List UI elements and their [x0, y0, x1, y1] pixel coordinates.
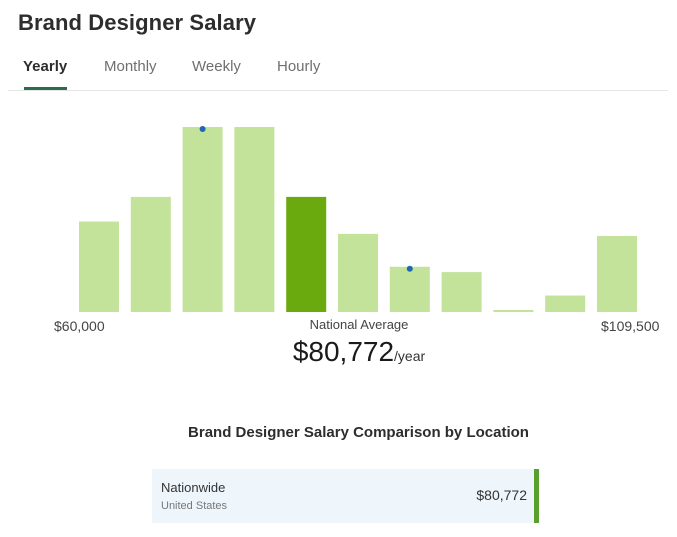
average-unit: /year: [394, 348, 426, 364]
histogram-bar: [597, 235, 637, 312]
location-name: Nationwide: [161, 480, 226, 495]
histogram-bar: [389, 266, 430, 312]
histogram-bar: [338, 233, 378, 312]
active-tab-indicator: [24, 87, 67, 90]
histogram-bar: [545, 295, 586, 312]
comparison-title: Brand Designer Salary Comparison by Loca…: [188, 424, 529, 441]
tab-weekly[interactable]: Weekly: [192, 58, 241, 75]
histogram-bar: [441, 272, 482, 312]
tab-yearly[interactable]: Yearly: [23, 58, 68, 75]
location-card-nationwide[interactable]: Nationwide United States $80,772: [152, 469, 539, 523]
histogram-bar: [234, 127, 275, 312]
pay-period-tabs: Yearly Monthly Weekly Hourly: [8, 50, 668, 91]
location-country: United States: [161, 500, 228, 512]
axis-max-label: $109,500: [601, 318, 660, 334]
histogram-bar: [493, 309, 534, 312]
tab-hourly[interactable]: Hourly: [277, 58, 321, 75]
average-amount: $80,772: [292, 336, 395, 367]
histogram-bar: [79, 221, 119, 312]
axis-min-label: $60,000: [54, 318, 105, 334]
page-title: Brand Designer Salary: [18, 10, 257, 35]
salary-histogram: [79, 126, 637, 312]
histogram-marker: [406, 265, 413, 272]
histogram-bar-average: [286, 196, 327, 312]
histogram-bar: [130, 196, 171, 312]
histogram-bar: [182, 127, 223, 312]
histogram-marker: [199, 126, 206, 132]
national-average-value: $80,772/year: [259, 336, 459, 368]
tab-monthly[interactable]: Monthly: [104, 58, 157, 75]
national-average-label: National Average: [309, 317, 409, 332]
location-salary: $80,772: [476, 487, 527, 503]
